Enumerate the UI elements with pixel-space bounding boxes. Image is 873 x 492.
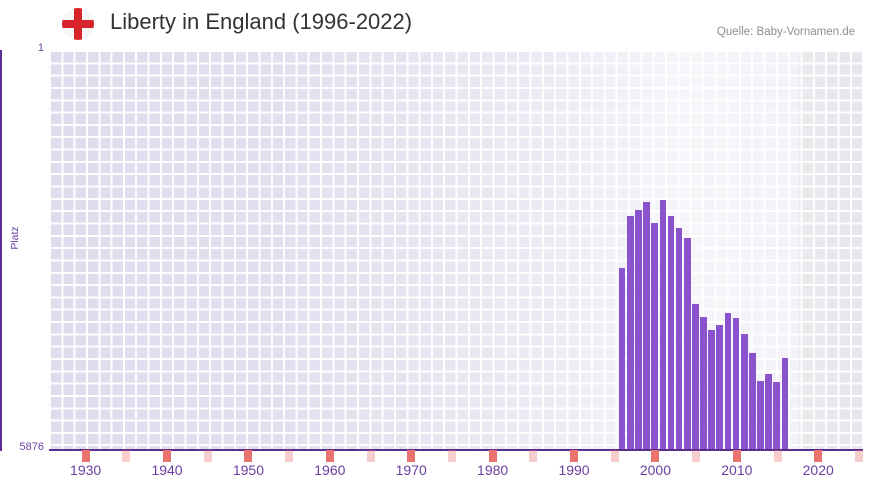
bar-2010: [732, 317, 740, 450]
x-tick-mark-minor-1975: [447, 450, 456, 462]
bar-2013: [757, 380, 764, 450]
x-tick-label-1990: 1990: [558, 462, 590, 478]
x-tick-label-2020: 2020: [802, 462, 834, 478]
bar-series: [49, 50, 863, 450]
x-tick-mark-1960: [325, 450, 334, 462]
x-tick-mark-minor-1935: [122, 450, 131, 462]
bar-2005: [692, 303, 699, 450]
x-tick-label-1940: 1940: [151, 462, 183, 478]
x-tick-mark-1980: [488, 450, 497, 462]
bar-2004: [683, 237, 691, 450]
x-tick-mark-minor-1955: [285, 450, 294, 462]
x-tick-label-1960: 1960: [314, 462, 346, 478]
bar-2009: [724, 312, 732, 450]
bar-2011: [740, 334, 748, 450]
bar-2012: [749, 353, 756, 450]
x-tick-mark-2000: [651, 450, 660, 462]
england-flag-icon: [62, 8, 94, 40]
y-axis-top-label: 1: [37, 42, 44, 54]
bar-1997: [626, 216, 634, 450]
flag-cross-vertical: [74, 8, 82, 40]
x-axis-line: [49, 449, 863, 451]
x-tick-label-2010: 2010: [721, 462, 753, 478]
bar-1996: [618, 267, 626, 450]
x-tick-mark-2010: [732, 450, 741, 462]
plot-area: [49, 50, 863, 450]
y-axis-title: Platz: [9, 226, 21, 250]
x-tick-label-2000: 2000: [639, 462, 671, 478]
x-tick-mark-1930: [81, 450, 90, 462]
bar-1999: [643, 202, 650, 450]
bar-2001: [659, 200, 667, 450]
bar-2000: [651, 223, 659, 450]
x-tick-label-1930: 1930: [70, 462, 102, 478]
source-attribution: Quelle: Baby-Vornamen.de: [716, 26, 855, 38]
chart-header: Liberty in England (1996-2022) Quelle: B…: [0, 0, 873, 46]
x-tick-label-1980: 1980: [477, 462, 509, 478]
bar-2015: [773, 381, 781, 450]
y-axis-bottom-label: 5876: [19, 441, 44, 453]
x-tick-mark-minor-1965: [366, 450, 375, 462]
x-tick-mark-1950: [244, 450, 253, 462]
bar-2014: [765, 374, 772, 450]
x-tick-label-1950: 1950: [232, 462, 264, 478]
x-tick-mark-minor-2005: [692, 450, 701, 462]
bar-2016: [781, 358, 789, 450]
x-tick-mark-1970: [407, 450, 416, 462]
bar-1998: [635, 209, 642, 450]
x-tick-mark-minor-1945: [203, 450, 212, 462]
bar-2007: [708, 329, 715, 450]
x-tick-mark-minor-2025: [854, 450, 863, 462]
bar-2008: [716, 324, 724, 450]
x-tick-mark-minor-1985: [529, 450, 538, 462]
x-tick-label-1970: 1970: [395, 462, 427, 478]
x-tick-mark-1940: [163, 450, 172, 462]
bar-2002: [667, 216, 675, 450]
bar-2003: [675, 228, 683, 450]
bar-2006: [700, 316, 707, 450]
x-tick-mark-minor-2015: [773, 450, 782, 462]
page-title: Liberty in England (1996-2022): [110, 9, 413, 34]
x-tick-mark-minor-1995: [610, 450, 619, 462]
x-tick-mark-1990: [570, 450, 579, 462]
x-tick-mark-2020: [814, 450, 823, 462]
y-axis-line: [0, 50, 2, 451]
